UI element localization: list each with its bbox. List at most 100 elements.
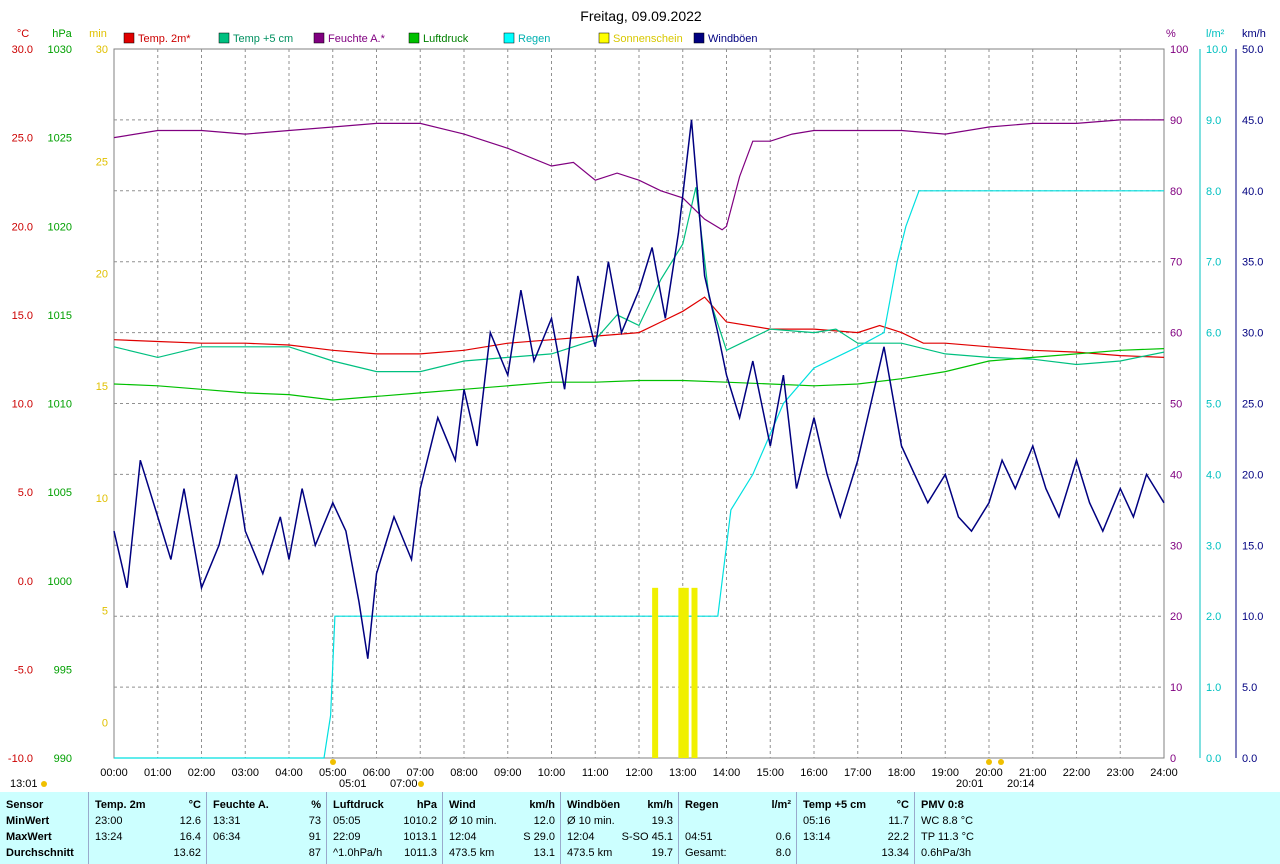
stats-cell-value: 13.34 xyxy=(881,847,909,859)
time-tick: 13:00 xyxy=(669,767,697,779)
right-axis-tick: 10.0 xyxy=(1206,44,1227,56)
sunshine-bar xyxy=(652,587,659,758)
stats-row: Gesamt: 8.0 xyxy=(679,846,797,861)
stats-row: 04:51 0.6 xyxy=(679,830,797,845)
series-line-luftdruck xyxy=(113,348,1165,401)
stats-cell-value: 1010.2 xyxy=(403,815,437,827)
stats-row: Windböen km/h xyxy=(561,798,679,813)
left-axis-tick: 10 xyxy=(96,493,108,505)
stats-col-unit: hPa xyxy=(416,799,437,811)
stats-col-unit: °C xyxy=(188,799,201,811)
right-axis-tick: 2.0 xyxy=(1206,611,1221,623)
stats-column: Windböen km/h Ø 10 min. 19.3 12:04 S-SO 45.1 4… xyxy=(560,792,679,864)
sun-icon xyxy=(998,759,1004,765)
time-tick: 15:00 xyxy=(756,767,784,779)
left-axis-tick: 1010 xyxy=(48,399,72,411)
legend-label: Regen xyxy=(518,33,550,45)
left-axis-tick: 5 xyxy=(102,605,108,617)
stats-row: 12:04 S-SO 45.1 xyxy=(561,830,679,845)
stats-cell-value: 19.3 xyxy=(651,815,673,827)
stats-row: Temp. 2m °C xyxy=(89,798,207,813)
right-axis-tick: 5.0 xyxy=(1206,399,1221,411)
legend-label: Windböen xyxy=(708,33,758,45)
stats-row-label: Sensor xyxy=(6,799,44,811)
time-tick: 06:00 xyxy=(363,767,391,779)
right-axis-unit: km/h xyxy=(1242,28,1266,40)
stats-cell-value: 0.6 xyxy=(775,831,791,843)
stats-row: 13.34 xyxy=(797,846,915,861)
chart-title: Freitag, 09.09.2022 xyxy=(580,8,702,24)
stats-row: Temp +5 cm °C xyxy=(797,798,915,813)
right-axis-tick: 50.0 xyxy=(1242,44,1263,56)
time-tick: 08:00 xyxy=(450,767,478,779)
stats-column: Temp +5 cm °C 05:16 11.7 13:14 22.2 13.34 xyxy=(796,792,915,864)
left-axis-tick: 20 xyxy=(96,269,108,281)
right-axis-tick: 5.0 xyxy=(1242,682,1257,694)
right-axis-tick: 30.0 xyxy=(1242,328,1263,340)
right-axis-tick: 0.0 xyxy=(1206,753,1221,765)
right-axis-tick: 90 xyxy=(1170,115,1182,127)
right-axis-tick: 3.0 xyxy=(1206,540,1221,552)
sunshine-bar xyxy=(678,587,685,758)
sunset2-label: 20:14 xyxy=(1007,778,1035,790)
stats-row: 473.5 km 13.1 xyxy=(443,846,561,861)
stats-cell-value: 73 xyxy=(308,815,321,827)
time-tick: 01:00 xyxy=(144,767,172,779)
time-tick: 22:00 xyxy=(1063,767,1091,779)
stats-row: Luftdruck hPa xyxy=(327,798,443,813)
stats-row: Wind km/h xyxy=(443,798,561,813)
stats-row: 13:14 22.2 xyxy=(797,830,915,845)
right-axis-tick: 1.0 xyxy=(1206,682,1221,694)
left-axis-tick: -5.0 xyxy=(14,664,33,676)
time-tick: 16:00 xyxy=(800,767,828,779)
left-axis-tick: 10.0 xyxy=(12,399,33,411)
stats-column: Wind km/h Ø 10 min. 12.0 12:04 S 29.0 473.5 km… xyxy=(442,792,561,864)
stats-row: 13.62 xyxy=(89,846,207,861)
legend-swatch xyxy=(218,32,230,44)
right-axis-tick: 35.0 xyxy=(1242,257,1263,269)
stats-cell-value: 16.4 xyxy=(179,831,201,843)
stats-row: Regen l/m² xyxy=(679,798,797,813)
time-tick: 18:00 xyxy=(888,767,916,779)
legend-swatch xyxy=(313,32,325,44)
left-axis-unit: hPa xyxy=(52,28,72,40)
stats-row: ^1.0hPa/h 1011.3 xyxy=(327,846,443,861)
time-tick: 07:00 xyxy=(406,767,434,779)
time-tick: 02:00 xyxy=(188,767,216,779)
stats-row: 05:16 11.7 xyxy=(797,814,915,829)
series-line-temp-5-cm xyxy=(113,187,1165,373)
legend-label: Temp +5 cm xyxy=(233,33,293,45)
left-axis-tick: 30.0 xyxy=(12,44,33,56)
stats-row: 05:05 1010.2 xyxy=(327,814,443,829)
stats-cell-label: Gesamt: xyxy=(685,847,727,859)
left-axis-tick: 1025 xyxy=(48,133,72,145)
stats-row-label: MinWert xyxy=(6,815,50,827)
right-axis-tick: 25.0 xyxy=(1242,399,1263,411)
right-axis-tick: 50 xyxy=(1170,399,1182,411)
stats-col-unit: % xyxy=(311,799,321,811)
stats-cell-value: 13.62 xyxy=(173,847,201,859)
stats-cell-value: 1011.3 xyxy=(404,847,437,859)
stats-cell-label: WC 8.8 °C xyxy=(921,815,974,827)
stats-column: Regen l/m² 04:51 0.6 Gesamt: 8.0 xyxy=(678,792,797,864)
left-axis-tick: 25.0 xyxy=(12,133,33,145)
right-axis-tick: 15.0 xyxy=(1242,540,1263,552)
series-line-temp-2m- xyxy=(113,296,1165,358)
stats-row xyxy=(679,814,797,829)
stats-col-header: Wind xyxy=(449,799,476,811)
sunshine-bar xyxy=(682,587,689,758)
right-axis-tick: 6.0 xyxy=(1206,328,1221,340)
stats-row: 12:04 S 29.0 xyxy=(443,830,561,845)
stats-column: Feuchte A.% 13:31 73 06:34 91 87 xyxy=(206,792,327,864)
stats-cell-label: 05:05 xyxy=(333,815,361,827)
right-axis-tick: 8.0 xyxy=(1206,186,1221,198)
stats-cell-value: 12.6 xyxy=(179,815,201,827)
axes: °C 30.0 25.0 20.0 15.0 10.0 5.0 0.0 -5.0 -10.0 hPa… xyxy=(8,28,1266,779)
right-axis-tick: 7.0 xyxy=(1206,257,1221,269)
stats-column: Temp. 2m °C 23:00 12.6 13:24 16.4 13.62 xyxy=(88,792,207,864)
stats-row: MaxWert xyxy=(0,830,88,845)
sun-icon xyxy=(418,781,424,787)
left-axis-tick: 995 xyxy=(54,664,72,676)
stats-row: PMV 0:8 xyxy=(915,798,1280,813)
time-tick: 00:00 xyxy=(100,767,128,779)
